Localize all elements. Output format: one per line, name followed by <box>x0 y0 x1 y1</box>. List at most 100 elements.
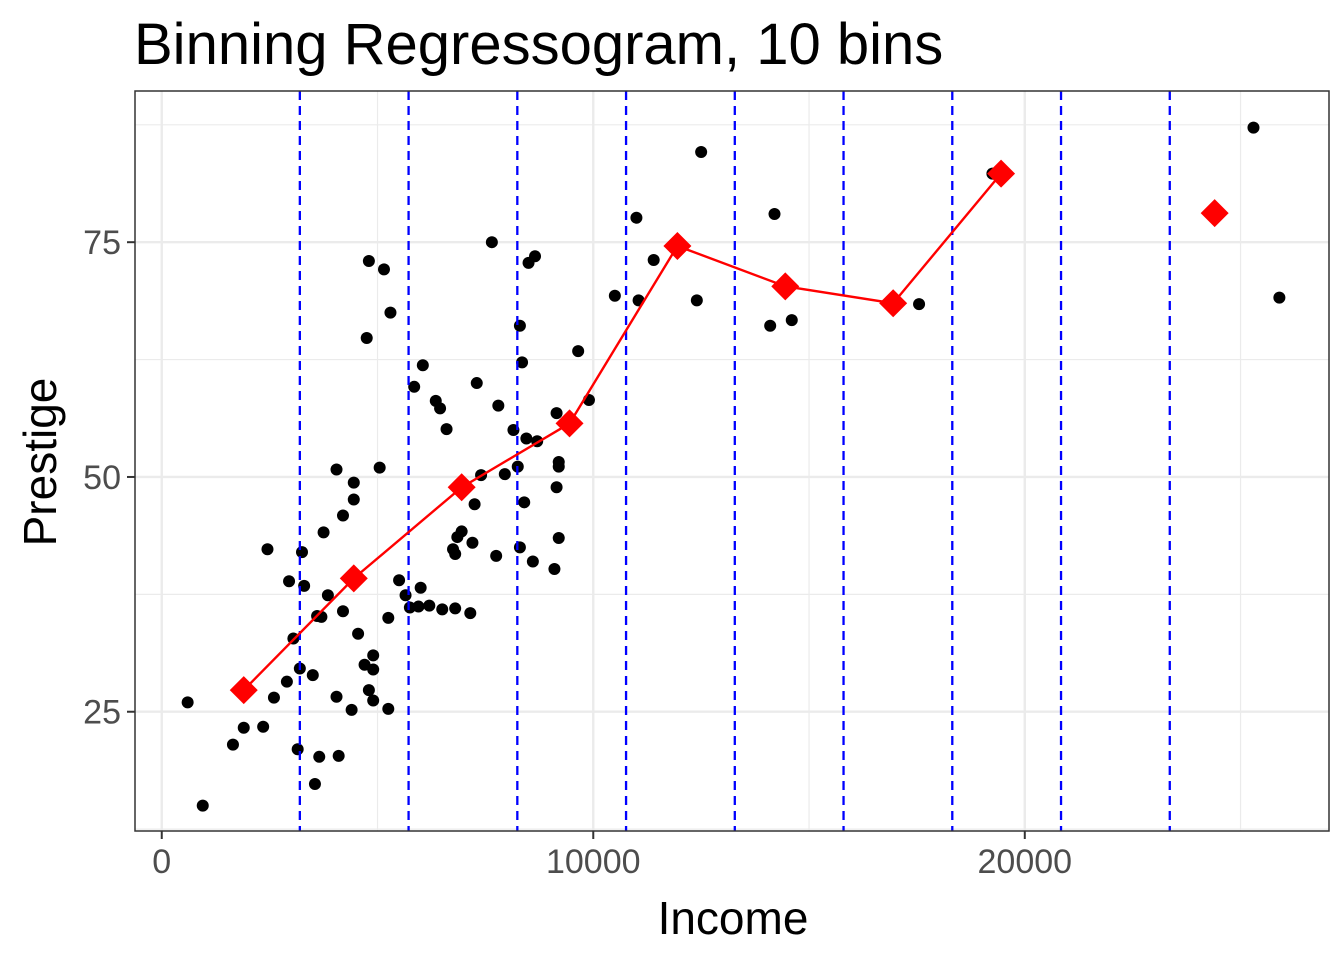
data-point <box>283 575 296 588</box>
data-point <box>196 799 209 812</box>
data-point <box>572 345 585 358</box>
data-point <box>313 750 326 763</box>
bin-mean-marker <box>339 564 368 593</box>
chart-title: Binning Regressogram, 10 bins <box>134 12 943 77</box>
data-point <box>377 263 390 276</box>
bin-mean-marker <box>663 231 692 260</box>
data-point <box>408 380 421 393</box>
data-point <box>513 319 526 332</box>
x-tick-label: 20000 <box>978 843 1073 881</box>
data-point <box>373 461 386 474</box>
data-point <box>298 579 311 592</box>
data-point <box>690 294 703 307</box>
data-point <box>436 603 449 616</box>
y-axis-title: Prestige <box>14 378 66 547</box>
data-point <box>490 549 503 562</box>
data-point <box>362 254 375 267</box>
data-point <box>468 498 481 511</box>
x-axis-title: Income <box>658 892 809 944</box>
bin-mean-marker <box>229 676 258 705</box>
data-point <box>347 493 360 506</box>
data-point <box>306 669 319 682</box>
y-tick-label: 50 <box>83 459 121 497</box>
bin-mean-marker <box>555 409 584 438</box>
data-point <box>280 675 293 688</box>
bin-mean-marker <box>987 159 1016 188</box>
data-point <box>470 377 483 390</box>
data-point <box>332 749 345 762</box>
data-point <box>393 574 406 587</box>
data-point <box>382 702 395 715</box>
x-tick-label: 0 <box>152 843 171 881</box>
data-point <box>434 402 447 415</box>
data-point <box>367 694 380 707</box>
data-point <box>291 743 304 756</box>
data-point <box>449 547 462 560</box>
data-point <box>1247 121 1260 134</box>
data-point <box>630 211 643 224</box>
data-point <box>768 208 781 221</box>
data-point <box>336 605 349 618</box>
data-point <box>423 599 436 612</box>
data-point <box>360 331 373 344</box>
data-point <box>382 611 395 624</box>
data-point <box>520 432 533 445</box>
data-point <box>367 663 380 676</box>
data-point <box>226 738 239 751</box>
data-point <box>317 526 330 539</box>
data-point <box>449 602 462 615</box>
data-point <box>345 703 358 716</box>
data-point <box>526 555 539 568</box>
data-point <box>550 481 563 494</box>
data-point <box>352 627 365 640</box>
x-tick-label: 10000 <box>546 843 641 881</box>
data-point <box>347 476 360 489</box>
data-point <box>455 525 468 538</box>
panel-border <box>134 90 1330 832</box>
data-point <box>308 778 321 791</box>
data-point <box>367 649 380 662</box>
data-point <box>399 589 412 602</box>
data-point <box>295 546 308 559</box>
regressogram-line <box>242 172 1002 691</box>
data-point <box>414 581 427 594</box>
data-point <box>529 250 542 263</box>
plot-panel <box>134 90 1330 832</box>
data-point <box>330 463 343 476</box>
data-point <box>267 691 280 704</box>
data-point <box>764 319 777 332</box>
y-tick-label: 75 <box>83 224 121 262</box>
data-point <box>913 298 926 311</box>
data-point <box>485 236 498 249</box>
data-point <box>181 696 194 709</box>
data-point <box>608 289 621 302</box>
data-point <box>466 536 479 549</box>
data-point <box>552 532 565 545</box>
bin-mean-marker <box>771 272 800 301</box>
data-point <box>647 254 660 267</box>
y-tick-label: 25 <box>83 694 121 732</box>
data-point <box>257 720 270 733</box>
bin-mean-marker <box>879 289 908 318</box>
data-point <box>1273 291 1286 304</box>
data-point <box>464 607 477 620</box>
data-point <box>548 562 561 575</box>
data-point <box>362 684 375 697</box>
data-point <box>336 509 349 522</box>
data-point <box>237 721 250 734</box>
data-point <box>261 543 274 556</box>
data-point <box>492 399 505 412</box>
data-point <box>518 496 531 509</box>
data-point <box>321 589 334 602</box>
data-point <box>516 356 529 369</box>
data-point <box>416 359 429 372</box>
bin-mean-marker <box>1200 199 1229 228</box>
data-point <box>785 314 798 327</box>
data-point <box>695 146 708 159</box>
data-point <box>330 690 343 703</box>
data-point <box>384 306 397 319</box>
data-point <box>440 423 453 436</box>
data-point <box>552 460 565 473</box>
data-point <box>412 600 425 613</box>
